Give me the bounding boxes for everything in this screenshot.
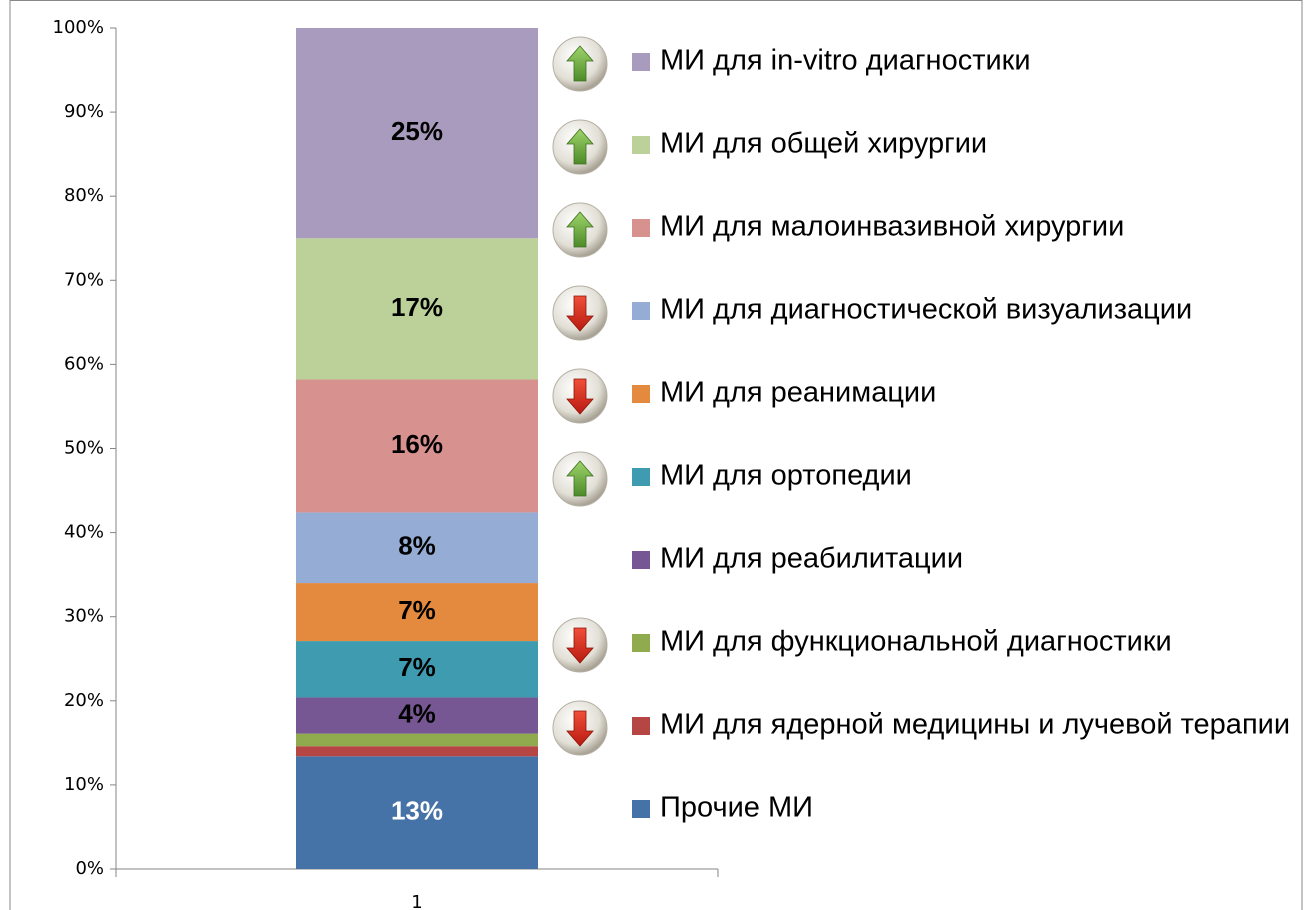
trend-icon bbox=[552, 451, 608, 507]
y-tick-label: 50% bbox=[64, 438, 104, 459]
trend-up-arrow bbox=[566, 128, 594, 165]
legend-label: МИ для диагностической визуализации bbox=[660, 294, 1192, 326]
trend-down-arrow bbox=[566, 378, 594, 415]
bar-segment bbox=[296, 733, 538, 747]
legend-label: МИ для функциональной диагностики bbox=[660, 626, 1172, 658]
trend-up-arrow bbox=[566, 460, 594, 497]
y-tick-label: 90% bbox=[64, 101, 104, 122]
trend-icon bbox=[552, 285, 608, 341]
trend-down-arrow bbox=[566, 295, 594, 332]
legend-label: МИ для реанимации bbox=[660, 377, 936, 409]
data-label: 4% bbox=[398, 698, 436, 728]
legend-label: МИ для реабилитации bbox=[660, 543, 963, 575]
trend-down-arrow bbox=[566, 627, 594, 664]
bar-segment bbox=[296, 697, 538, 734]
legend-label: МИ для ортопедии bbox=[660, 460, 912, 492]
trend-up-arrow bbox=[566, 211, 594, 248]
chart-frame bbox=[9, 0, 1303, 910]
legend-swatch bbox=[632, 53, 650, 71]
y-tick-label: 20% bbox=[64, 690, 104, 711]
trend-icon bbox=[552, 368, 608, 424]
legend-swatch bbox=[632, 385, 650, 403]
x-tick-label: 1 bbox=[411, 892, 422, 910]
legend-swatch bbox=[632, 136, 650, 154]
data-label: 8% bbox=[398, 531, 436, 561]
trend-icon bbox=[552, 36, 608, 92]
y-tick-label: 10% bbox=[64, 774, 104, 795]
data-label: 17% bbox=[391, 292, 443, 322]
legend-swatch bbox=[632, 302, 650, 320]
legend-label: МИ для ядерной медицины и лучевой терапи… bbox=[660, 709, 1290, 741]
trend-icon bbox=[552, 202, 608, 258]
legend-swatch bbox=[632, 717, 650, 735]
y-tick-label: 30% bbox=[64, 606, 104, 627]
legend-swatch bbox=[632, 468, 650, 486]
data-label: 16% bbox=[391, 429, 443, 459]
legend-swatch bbox=[632, 634, 650, 652]
data-label: 7% bbox=[398, 595, 436, 625]
trend-icon bbox=[552, 617, 608, 673]
bar-segment bbox=[296, 746, 538, 757]
y-tick-label: 0% bbox=[75, 858, 104, 879]
bar-segment bbox=[296, 28, 538, 239]
y-tick-label: 60% bbox=[64, 353, 104, 374]
data-label: 25% bbox=[391, 116, 443, 146]
legend-swatch bbox=[632, 551, 650, 569]
legend-label: МИ для in-vitro диагностики bbox=[660, 45, 1031, 77]
trend-up-arrow bbox=[566, 45, 594, 82]
legend-label: МИ для общей хирургии bbox=[660, 128, 987, 160]
data-label: 13% bbox=[391, 796, 443, 826]
legend-swatch bbox=[632, 219, 650, 237]
bar-segment bbox=[296, 756, 538, 869]
legend-label: Прочие МИ bbox=[660, 792, 813, 824]
trend-down-arrow bbox=[566, 710, 594, 747]
y-tick-label: 70% bbox=[64, 269, 104, 290]
legend-label: МИ для малоинвазивной хирургии bbox=[660, 211, 1124, 243]
bar-segment bbox=[296, 512, 538, 584]
y-tick-label: 40% bbox=[64, 522, 104, 543]
trend-icon bbox=[552, 700, 608, 756]
bar-segment bbox=[296, 583, 538, 642]
bar-segment bbox=[296, 379, 538, 513]
trend-icon bbox=[552, 119, 608, 175]
bar-segment bbox=[296, 238, 538, 380]
legend-swatch bbox=[632, 800, 650, 818]
bar-segment bbox=[296, 641, 538, 698]
y-tick-label: 100% bbox=[53, 17, 104, 38]
y-tick-label: 80% bbox=[64, 185, 104, 206]
data-label: 7% bbox=[398, 652, 436, 682]
